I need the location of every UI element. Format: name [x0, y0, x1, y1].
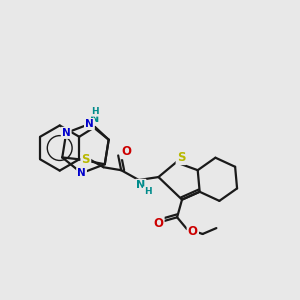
Text: H: H	[91, 107, 99, 116]
Text: N: N	[90, 114, 100, 124]
Text: N: N	[85, 119, 94, 129]
Text: N: N	[77, 168, 86, 178]
Text: S: S	[177, 151, 185, 164]
Text: H: H	[144, 187, 152, 196]
Text: N: N	[136, 180, 146, 190]
Text: O: O	[188, 224, 198, 238]
Text: N: N	[62, 128, 70, 138]
Text: S: S	[82, 153, 90, 166]
Text: O: O	[154, 217, 164, 230]
Text: O: O	[121, 145, 131, 158]
